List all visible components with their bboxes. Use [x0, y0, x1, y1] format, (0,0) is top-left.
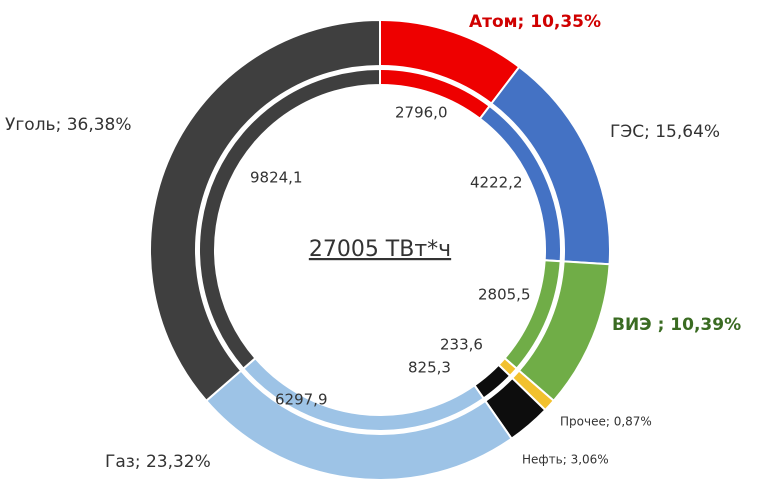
value-label: 233,6	[440, 336, 483, 354]
center-label: 27005 ТВт*ч	[309, 237, 451, 262]
segment-label: ГЭС; 15,64%	[610, 122, 720, 142]
segment-label: Прочее; 0,87%	[560, 415, 652, 429]
value-label: 9824,1	[250, 169, 303, 187]
segment	[198, 67, 381, 371]
value-label: 825,3	[408, 359, 451, 377]
segment-label: ВИЭ ; 10,39%	[612, 315, 741, 335]
segment-label: Атом; 10,35%	[469, 12, 601, 32]
value-label: 2796,0	[395, 104, 448, 122]
segment-label: Газ; 23,32%	[105, 452, 211, 472]
segment-label: Нефть; 3,06%	[522, 453, 609, 467]
value-label: 6297,9	[275, 391, 328, 409]
segment-label: Уголь; 36,38%	[5, 115, 132, 135]
segment	[149, 18, 381, 403]
value-label: 4222,2	[470, 174, 523, 192]
value-label: 2805,5	[478, 286, 531, 304]
